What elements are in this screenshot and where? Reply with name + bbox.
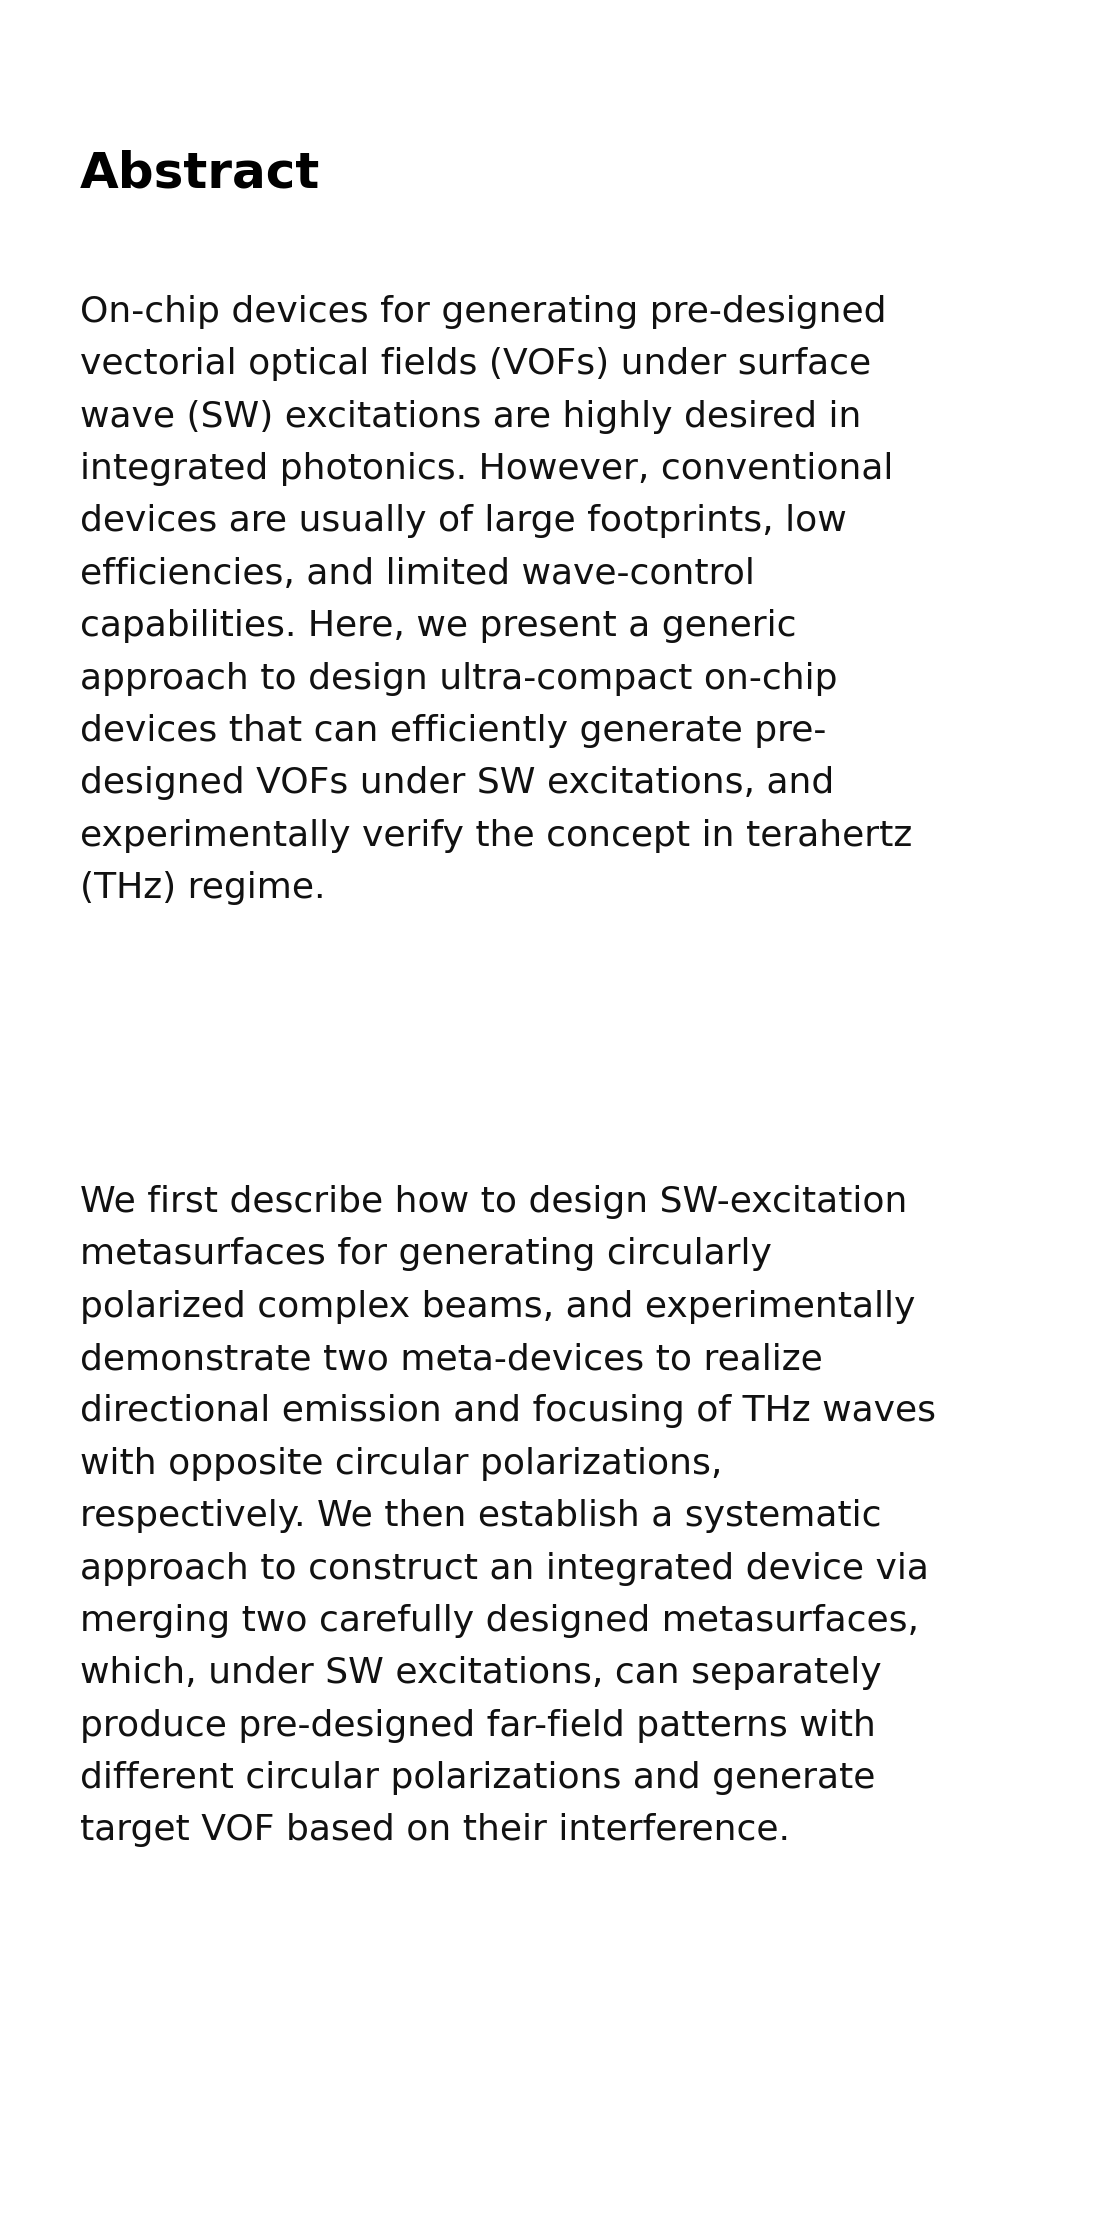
Text: We first describe how to design SW-excitation
metasurfaces for generating circul: We first describe how to design SW-excit… [80, 1184, 936, 1846]
Text: Abstract: Abstract [80, 150, 321, 197]
Text: On-chip devices for generating pre-designed
vectorial optical fields (VOFs) unde: On-chip devices for generating pre-desig… [80, 295, 913, 904]
